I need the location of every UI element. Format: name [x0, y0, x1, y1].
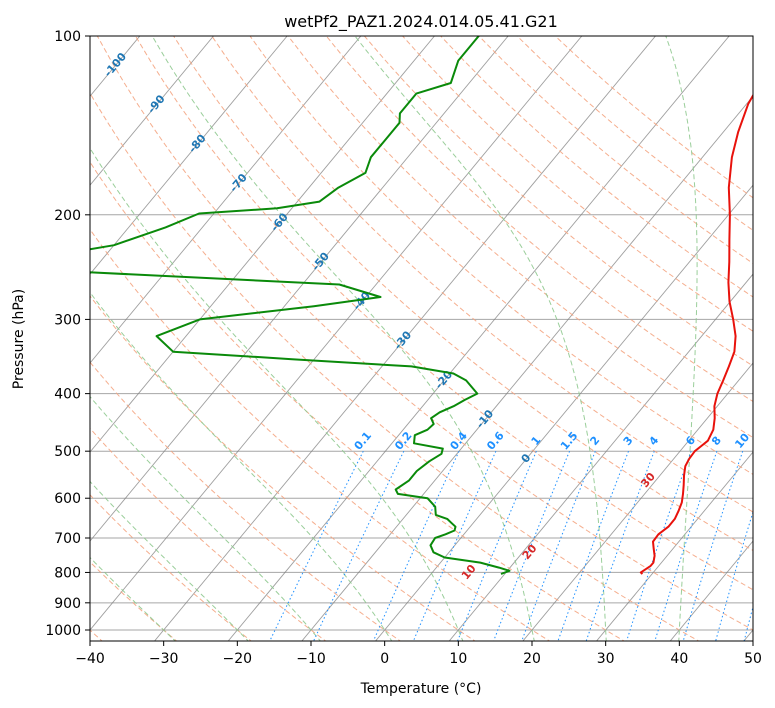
isotherms — [0, 36, 753, 643]
y-tick-label: 900 — [54, 596, 81, 612]
y-tick-label: 600 — [54, 491, 81, 507]
dry-adiabat-line — [135, 36, 753, 591]
moist-adiabat-line — [90, 556, 176, 641]
mixing-ratio-label: 13 — [762, 431, 775, 451]
x-tick-label: 30 — [597, 651, 615, 667]
dry-adiabat-line — [90, 361, 402, 641]
dry-adiabat-line — [90, 228, 551, 641]
isotherm-line — [522, 362, 753, 641]
moist-adiabat-line — [90, 395, 321, 641]
mixing-ratio-line — [682, 451, 744, 641]
dry-adiabat-line — [90, 161, 625, 641]
dry-adiabat-line — [173, 36, 753, 551]
isotherm-line — [90, 36, 435, 453]
chart-title: wetPf2_PAZ1.2024.014.05.41.G21 — [284, 12, 558, 32]
x-axis: −40 −30 −20 −10 0 10 20 30 40 50 — [75, 641, 762, 667]
isotherm-line — [90, 36, 288, 275]
x-tick-label: 40 — [670, 651, 688, 667]
mixing-ratio-line — [313, 450, 405, 641]
dry-adiabat-line — [402, 36, 753, 332]
y-tick-label: 800 — [54, 565, 81, 581]
isotherm-line — [153, 36, 656, 641]
dry-adiabat-line — [364, 36, 753, 367]
mixing-ratio-line — [521, 451, 596, 641]
x-tick-label: −10 — [296, 651, 326, 667]
isotherm-line — [90, 36, 509, 542]
dewpoint-line — [90, 36, 511, 575]
x-tick-label: −40 — [75, 651, 105, 667]
y-tick-label: 400 — [54, 387, 81, 403]
y-axis-label: Pressure (hPa) — [11, 289, 27, 389]
y-tick-label: 700 — [54, 531, 81, 547]
y-tick-label: 300 — [54, 312, 81, 328]
mixing-ratio-line — [372, 450, 460, 641]
mixing-ratio-line — [493, 451, 571, 641]
isotherm-line — [90, 36, 362, 364]
mixing-ratio-line — [585, 451, 655, 641]
profile-lines — [90, 36, 753, 575]
x-tick-label: 10 — [449, 651, 467, 667]
y-tick-label: 500 — [54, 444, 81, 460]
x-axis-label: Temperature (°C) — [360, 681, 482, 697]
y-tick-label: 1000 — [45, 623, 81, 639]
dry-adiabat-line — [90, 494, 252, 641]
moist-adiabat-line — [151, 36, 535, 641]
plot-frame — [89, 35, 754, 642]
x-tick-label: 50 — [744, 651, 762, 667]
isotherm-line — [90, 36, 583, 631]
isotherm-line — [301, 95, 753, 641]
y-tick-label: 200 — [54, 208, 81, 224]
moist-adiabat-line — [90, 480, 249, 641]
mixing-ratio-line — [557, 451, 629, 641]
dry-adiabat-line — [249, 36, 753, 475]
mixing-ratio-line — [654, 451, 718, 641]
moist-adiabat-label: 40 — [771, 389, 775, 409]
plot-background — [90, 36, 753, 641]
isotherm-line — [595, 451, 753, 641]
isotherm-line — [227, 36, 730, 641]
isotherm-line — [0, 36, 66, 643]
dry-adiabat-line — [90, 92, 700, 641]
x-tick-label: 20 — [523, 651, 541, 667]
moist-adiabat-line — [665, 36, 698, 641]
moist-adiabats — [90, 36, 698, 641]
mixing-ratio-line — [269, 450, 364, 641]
x-tick-label: −30 — [149, 651, 179, 667]
isotherm-line — [90, 36, 214, 186]
moist-adiabat-line — [90, 147, 464, 641]
mixing-ratio-line — [626, 451, 692, 641]
x-tick-label: −20 — [223, 651, 253, 667]
isotherm-line — [448, 273, 753, 641]
moist-adiabat-line — [354, 36, 607, 641]
dry-adiabat-line — [90, 295, 476, 641]
y-tick-label: 100 — [54, 29, 81, 45]
temperature-line — [639, 93, 753, 575]
x-tick-label: 0 — [380, 651, 389, 667]
y-axis: 100 200 300 400 500 600 700 800 900 1000 — [45, 29, 90, 639]
dry-adiabat-line — [287, 36, 753, 439]
moist-adiabat-line — [90, 291, 393, 641]
mixing-ratio-lines — [269, 450, 753, 641]
isotherm-line — [374, 184, 753, 641]
